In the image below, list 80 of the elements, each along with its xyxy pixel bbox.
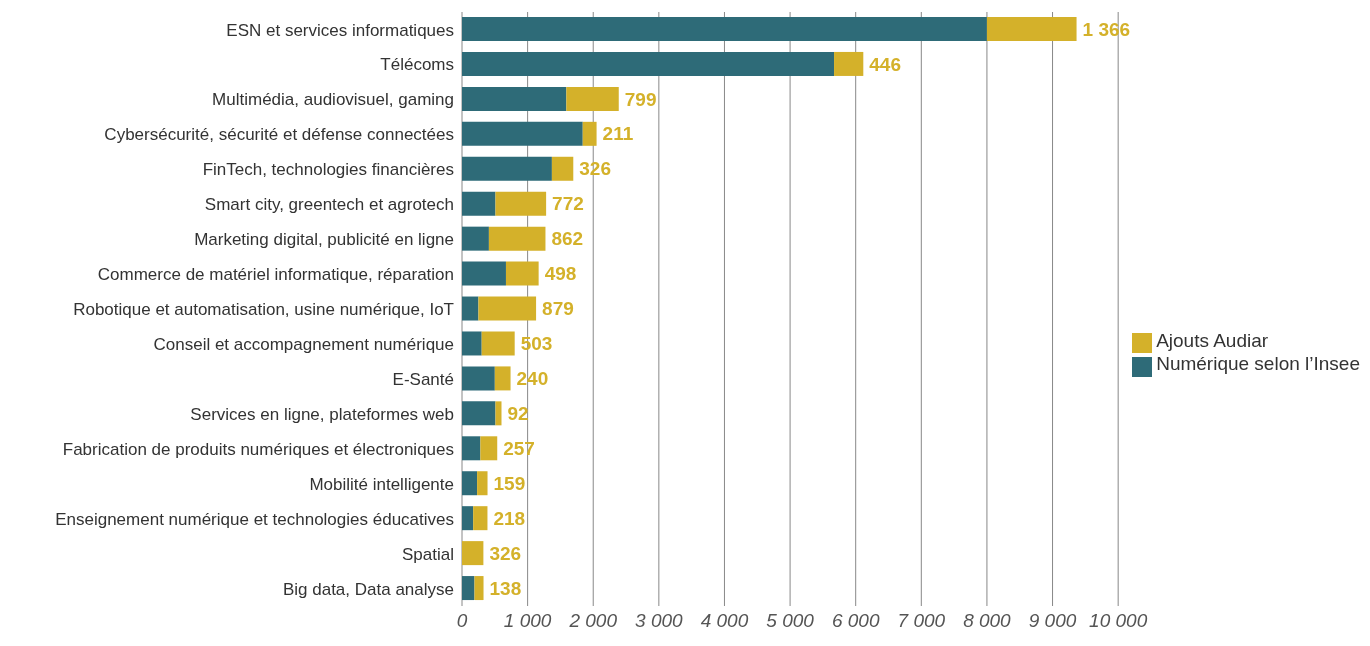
data-label: 257 xyxy=(503,437,535,459)
bar xyxy=(551,156,574,181)
x-tick-label: 0 xyxy=(456,610,468,632)
x-tick-label: 10 000 xyxy=(1089,610,1148,632)
bar xyxy=(582,121,597,146)
data-label: 211 xyxy=(602,123,634,145)
y-tick-label: Télécoms xyxy=(380,55,454,75)
y-tick-label: Multimédia, audiovisuel, gaming xyxy=(212,90,454,110)
bar xyxy=(462,17,987,41)
bar xyxy=(462,226,489,251)
y-tick-label: Mobilité intelligente xyxy=(309,474,454,494)
y-tick-label: Enseignement numérique et technologies éducatives xyxy=(55,509,454,529)
bar xyxy=(477,471,488,496)
bar xyxy=(462,506,474,531)
data-label: 326 xyxy=(489,542,522,564)
y-tick-label: Fabrication de produits numériques et électroniques xyxy=(62,439,454,459)
bar xyxy=(462,191,496,216)
bar xyxy=(462,436,481,461)
bar xyxy=(495,401,502,426)
data-label: 879 xyxy=(542,298,574,320)
y-tick-label: Robotique et automatisation, usine numérique, IoT xyxy=(73,300,454,320)
y-tick-label: Conseil et accompagnement numérique xyxy=(153,334,454,354)
y-tick-label: Marketing digital, publicité en ligne xyxy=(194,230,454,250)
data-label: 862 xyxy=(551,228,584,250)
y-tick-label: ESN et services informatiques xyxy=(226,20,454,40)
data-label: 240 xyxy=(516,368,549,390)
bar xyxy=(462,121,583,146)
bar xyxy=(462,366,495,391)
x-tick-label: 3 000 xyxy=(635,610,684,632)
data-label: 503 xyxy=(520,333,553,355)
y-tick-label: Smart city, greentech et agrotech xyxy=(204,195,454,215)
bar xyxy=(834,51,864,76)
bar xyxy=(481,331,515,356)
x-tick-label: 7 000 xyxy=(897,610,946,632)
bar xyxy=(462,51,835,76)
bar xyxy=(566,86,619,111)
bar xyxy=(478,296,537,321)
data-label: 1 366 xyxy=(1082,18,1131,40)
data-label: 92 xyxy=(507,403,529,424)
bar xyxy=(488,226,546,251)
data-label: 446 xyxy=(869,53,902,75)
y-tick-label: Commerce de matériel informatique, réparation xyxy=(97,265,454,285)
data-label: 218 xyxy=(493,507,526,529)
x-tick-label: 8 000 xyxy=(963,610,1012,632)
legend-label: Numérique selon l’Insee xyxy=(1156,353,1360,375)
bar xyxy=(462,261,506,286)
bar xyxy=(462,471,478,496)
bar xyxy=(473,506,488,531)
bar xyxy=(462,156,552,181)
x-tick-label: 6 000 xyxy=(831,610,880,632)
y-tick-label: Spatial xyxy=(402,544,454,564)
x-tick-label: 2 000 xyxy=(568,610,618,632)
data-label: 498 xyxy=(544,263,577,285)
bar xyxy=(462,401,496,426)
data-label: 799 xyxy=(624,88,657,110)
x-tick-label: 5 000 xyxy=(766,610,815,632)
y-tick-label: Big data, Data analyse xyxy=(282,579,454,599)
y-tick-label: E-Santé xyxy=(392,369,454,389)
y-tick-label: Services en ligne, plateformes web xyxy=(190,404,454,424)
y-tick-label: Cybersécurité, sécurité et défense connectées xyxy=(104,125,454,145)
data-label: 159 xyxy=(493,472,526,494)
x-tick-label: 9 000 xyxy=(1028,610,1077,632)
bar xyxy=(462,331,482,356)
bar xyxy=(462,576,475,601)
bar xyxy=(462,296,479,321)
bar xyxy=(986,17,1077,41)
x-tick-label: 4 000 xyxy=(700,610,749,632)
bar xyxy=(505,261,539,286)
data-label: 772 xyxy=(552,193,584,215)
data-label: 138 xyxy=(489,577,522,599)
x-tick-label: 1 000 xyxy=(503,610,552,632)
data-label: 326 xyxy=(579,158,611,180)
y-tick-label: FinTech, technologies financières xyxy=(202,160,454,180)
bar xyxy=(462,541,484,566)
bar xyxy=(494,366,511,391)
bar xyxy=(480,436,498,461)
legend-label: Ajouts Audiar xyxy=(1156,330,1269,351)
bar xyxy=(462,86,567,111)
bar xyxy=(495,191,547,216)
bar xyxy=(474,576,484,601)
